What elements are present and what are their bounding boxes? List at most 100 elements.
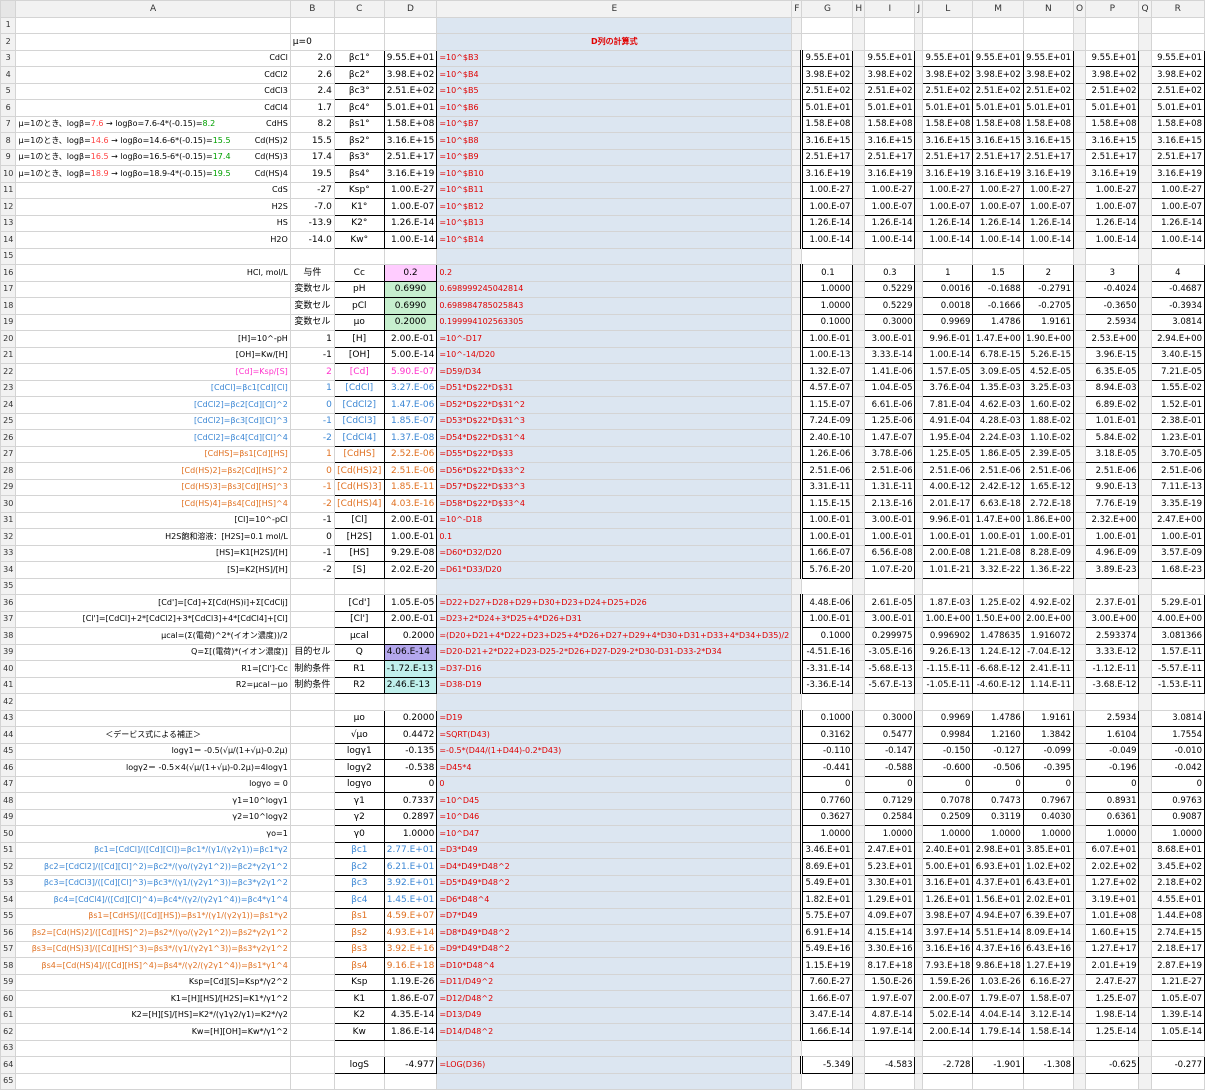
cell-p[interactable]: 3.00.E+00 [1085,610,1140,628]
cell-i[interactable] [864,1039,916,1057]
cell-m[interactable]: -0.127 [972,742,1024,760]
cell-a[interactable]: [HS]=K1[H2S]/[H] [15,544,291,562]
cell-c[interactable]: βc4 [333,891,385,909]
cell-r[interactable]: -5.57.E-11 [1150,660,1205,678]
row-header[interactable]: 64 [0,1056,17,1074]
cell-a[interactable]: [CdCl2]=βc4[Cd][Cl]^4 [15,429,291,447]
cell-g[interactable]: 5.49.E+01 [800,874,854,892]
cell-i[interactable]: 2.51.E+17 [864,148,916,166]
cell-d[interactable]: 3.27.E-06 [383,379,438,397]
cell-b[interactable] [289,577,335,595]
cell-i[interactable]: 1.00.E-14 [864,231,916,249]
cell-n[interactable]: 0 [1022,775,1075,793]
cell-p[interactable] [1085,1072,1140,1090]
cell-n[interactable]: 1.00.E-07 [1022,198,1075,216]
cell-e[interactable]: =D5*D49*D48^2 [436,874,793,892]
row-header[interactable]: 42 [0,693,17,711]
row-header[interactable]: 62 [0,1023,17,1041]
cell-c[interactable]: [H2S] [333,528,385,546]
cell-l[interactable]: 0.0016 [922,280,974,298]
cell-i[interactable]: 3.33.E-14 [864,346,916,364]
cell-e[interactable]: =D7*D49 [436,907,793,925]
cell-e[interactable]: =D55*D$22*D$33 [436,445,793,463]
cell-l[interactable]: 9.55.E+01 [922,49,974,67]
cell-i[interactable]: 0.5229 [864,297,916,315]
cell-i[interactable]: 2.51.E+02 [864,82,916,100]
cell-n[interactable] [1022,1072,1075,1090]
cell-g[interactable] [801,577,854,595]
cell-a[interactable]: μ=1のとき、logβ=14.6 → logβo=14.6-6*(-0.15)=… [15,132,291,150]
cell-c[interactable]: Cc [333,264,385,282]
cell-l[interactable]: 1.58.E+08 [922,115,974,133]
cell-p[interactable]: 2.51.E+02 [1085,82,1140,100]
cell-i[interactable]: 3.00.E-01 [864,511,916,529]
cell-b[interactable]: -14.0 [289,231,335,249]
cell-r[interactable]: 1.39.E-14 [1150,1006,1205,1024]
cell-d[interactable]: 0.2897 [383,808,438,826]
cell-a[interactable]: μ=1のとき、logβ=18.9 → logβo=18.9-4*(-0.15)=… [15,165,291,183]
cell-e[interactable] [436,577,793,595]
cell-m[interactable] [972,16,1024,34]
cell-m[interactable]: 3.16.E+15 [972,132,1024,150]
cell-i[interactable]: 3.30.E+16 [864,940,916,958]
cell-m[interactable]: 1.4786 [972,313,1024,331]
cell-i[interactable]: 6.61.E-06 [864,396,916,414]
row-header[interactable]: 60 [0,990,17,1008]
cell-l[interactable] [922,1072,974,1090]
cell-i[interactable]: 3.78.E-06 [864,445,916,463]
cell-r[interactable]: 1.57.E-11 [1150,643,1205,661]
cell-i[interactable]: 3.00.E-01 [864,610,916,628]
column-header-O[interactable]: O [1073,0,1087,18]
cell-a[interactable]: βc2=[CdCl2]/([Cd][Cl]^2)=βc2*/(γo/(γ2γ1^… [15,858,291,876]
cell-e[interactable]: =D57*D$22*D$33^3 [436,478,793,496]
cell-n[interactable]: 2.51.E-06 [1022,462,1075,480]
cell-l[interactable] [922,33,974,51]
cell-m[interactable]: -0.506 [972,759,1024,777]
row-header[interactable]: 29 [0,478,17,496]
cell-e[interactable]: =10^D46 [436,808,793,826]
cell-a[interactable]: CdCl3 [15,82,291,100]
cell-a[interactable] [15,313,291,331]
cell-n[interactable]: 5.26.E-15 [1022,346,1075,364]
cell-p[interactable]: 6.35.E-05 [1085,363,1140,381]
cell-g[interactable]: 3.46.E+01 [800,841,854,859]
cell-n[interactable] [1022,1039,1075,1057]
cell-m[interactable]: 2.51.E+17 [972,148,1024,166]
cell-c[interactable]: [Cd'] [333,594,385,612]
cell-a[interactable]: Q=Σ[(電荷)*(イオン濃度)] [15,643,291,661]
cell-e[interactable]: =D23+2*D24+3*D25+4*D26+D31 [436,610,793,628]
cell-g[interactable]: 1.00.E-07 [800,198,854,216]
row-header[interactable]: 25 [0,412,17,430]
cell-p[interactable]: 1.98.E-14 [1085,1006,1140,1024]
cell-g[interactable]: 1.32.E-07 [800,363,854,381]
cell-a[interactable] [15,297,291,315]
cell-g[interactable]: 7.60.E-27 [800,973,854,991]
cell-b[interactable] [289,907,335,925]
cell-m[interactable]: 5.01.E+01 [972,99,1024,117]
cell-r[interactable]: 7.21.E-05 [1150,363,1205,381]
cell-d[interactable]: 6.21.E+01 [383,858,438,876]
cell-m[interactable] [972,247,1024,265]
cell-i[interactable]: 1.47.E-07 [864,429,916,447]
cell-i[interactable] [864,16,916,34]
cell-i[interactable]: 0.5477 [864,726,916,744]
cell-g[interactable]: 7.24.E-09 [800,412,854,430]
cell-b[interactable]: 1 [289,379,335,397]
cell-r[interactable]: 3.35.E-19 [1150,495,1205,513]
cell-a[interactable]: K1=[H][HS]/[H2S]=K1*/γ1^2 [15,990,291,1008]
cell-l[interactable] [922,693,974,711]
cell-p[interactable]: 2.51.E+17 [1085,148,1140,166]
cell-p[interactable]: 2.53.E+00 [1085,330,1140,348]
cell-m[interactable]: 1.58.E+08 [972,115,1024,133]
cell-i[interactable]: 1.00.E-07 [864,198,916,216]
cell-m[interactable]: 1.47.E+00 [972,330,1024,348]
cell-l[interactable]: 5.02.E-14 [922,1006,974,1024]
cell-c[interactable] [333,33,385,51]
cell-n[interactable]: 1.3842 [1022,726,1075,744]
cell-b[interactable]: 1 [289,445,335,463]
cell-b[interactable] [289,247,335,265]
cell-b[interactable]: 2.6 [289,66,335,84]
column-header-Q[interactable]: Q [1138,0,1152,18]
cell-a[interactable] [15,1039,291,1057]
cell-g[interactable] [801,693,854,711]
